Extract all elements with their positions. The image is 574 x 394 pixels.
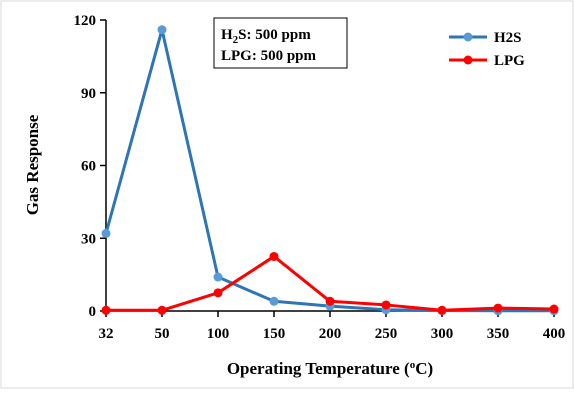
data-point-lpg <box>381 300 391 310</box>
x-tick-label: 50 <box>155 326 170 342</box>
y-tick-label: 90 <box>81 86 96 102</box>
x-tick-label: 250 <box>375 326 398 342</box>
x-axis-label-end: C) <box>415 359 433 378</box>
legend-marker-lpg <box>463 55 473 65</box>
y-axis-label: Gas Response <box>23 114 42 215</box>
y-tick-label: 30 <box>81 231 96 247</box>
annotation-border <box>213 17 348 69</box>
x-tick-label: 100 <box>207 326 230 342</box>
legend: H2S LPG <box>449 30 525 69</box>
x-tick-label: 150 <box>263 326 286 342</box>
data-point-h2s <box>101 228 111 238</box>
x-tick-label: 200 <box>319 326 342 342</box>
x-tick-label: 400 <box>543 326 566 342</box>
annotation-rest: S: 500 ppm <box>238 27 311 43</box>
data-point-h2s <box>213 272 223 282</box>
y-tick-label: 0 <box>89 304 97 320</box>
data-point-h2s <box>157 25 167 35</box>
legend-label-lpg: LPG <box>494 53 525 69</box>
data-point-lpg <box>213 288 223 298</box>
data-point-h2s <box>269 296 279 306</box>
x-tick-label: 350 <box>487 326 510 342</box>
data-point-lpg <box>549 304 559 314</box>
x-axis-label-main: Operating Temperature ( <box>227 359 410 378</box>
x-axis-label-sup: o <box>410 359 416 371</box>
data-point-lpg <box>157 305 167 315</box>
y-tick-label: 120 <box>74 13 97 29</box>
y-tick-label: 60 <box>81 159 96 175</box>
data-point-lpg <box>493 303 503 313</box>
data-point-lpg <box>325 296 335 306</box>
annotation-box: H2S: 500 ppm LPG: 500 ppm <box>213 17 348 69</box>
series-layer <box>101 25 559 316</box>
x-axis-label: Operating Temperature (oC) <box>227 359 433 378</box>
annotation-line-1: H2S: 500 ppm <box>221 27 311 46</box>
annotation-h: H <box>221 27 233 43</box>
annotation-sub: 2 <box>233 34 239 46</box>
x-tick-label: 300 <box>431 326 454 342</box>
x-tick-label: 32 <box>99 326 114 342</box>
data-point-lpg <box>269 251 279 261</box>
data-point-lpg <box>101 305 111 315</box>
y-ticks: 0 30 60 90 120 <box>74 13 106 320</box>
legend-label-h2s: H2S <box>494 30 522 46</box>
annotation-line-2: LPG: 500 ppm <box>221 48 317 64</box>
data-point-lpg <box>437 305 447 315</box>
legend-marker-h2s <box>463 32 473 42</box>
x-ticks: 32 50 100 150 200 250 300 350 400 <box>99 311 566 342</box>
